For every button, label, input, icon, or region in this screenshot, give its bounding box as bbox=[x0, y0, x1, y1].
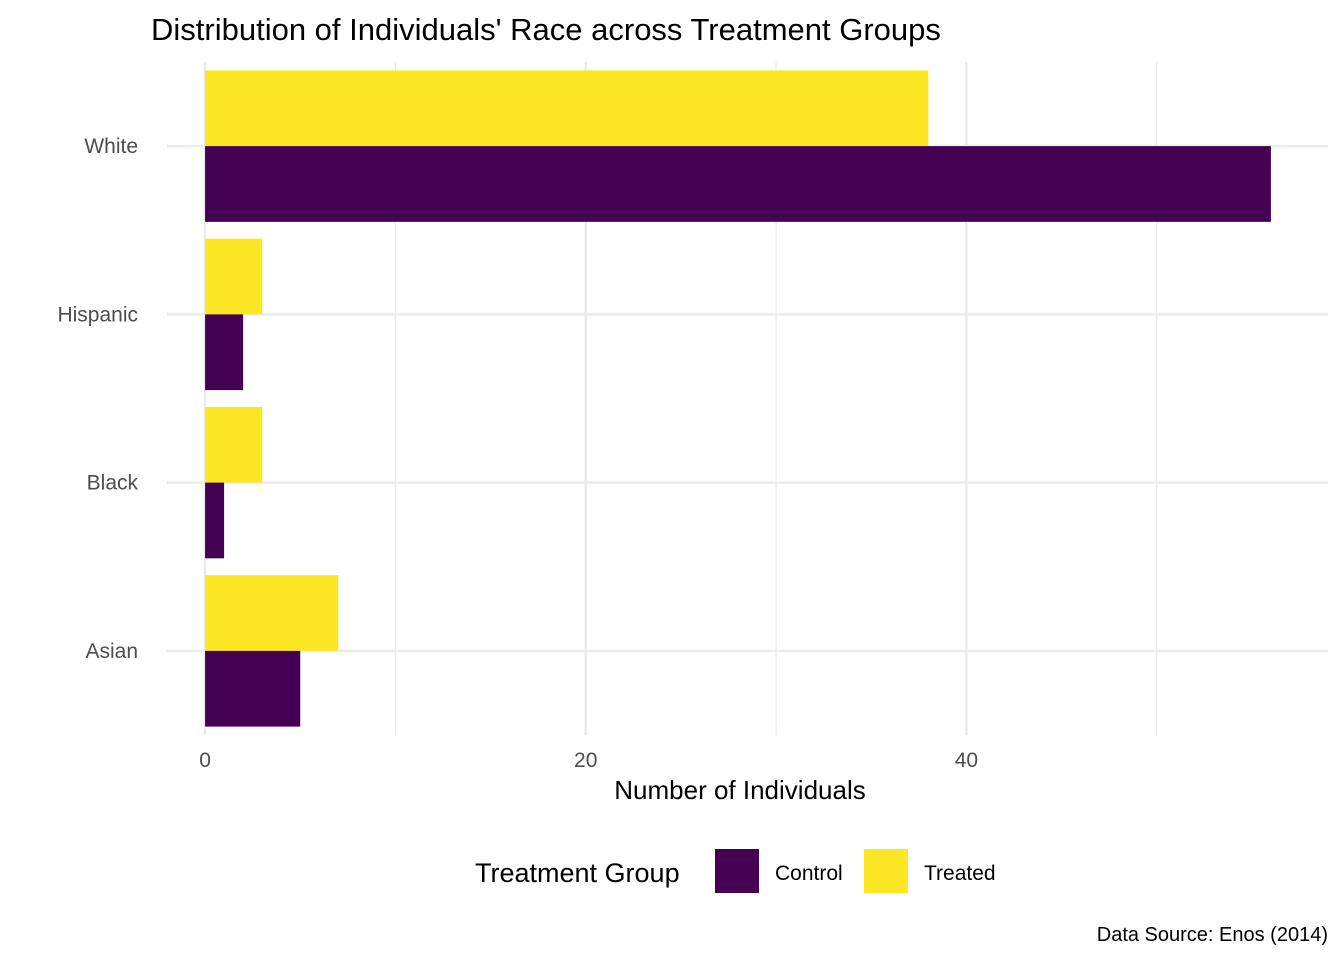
bar-treated-black bbox=[205, 406, 263, 483]
y-tick-label: Asian bbox=[85, 640, 138, 663]
bar-control-black bbox=[205, 482, 225, 559]
bar-treated-white bbox=[205, 70, 929, 147]
x-axis-tick-labels: 0 20 40 bbox=[199, 749, 978, 772]
legend: Treatment Group Control Treated bbox=[475, 849, 996, 893]
bar-control-white bbox=[205, 146, 1271, 222]
legend-label-control: Control bbox=[775, 862, 843, 885]
bar-control-hispanic bbox=[205, 314, 244, 391]
bar-treated-asian bbox=[205, 575, 339, 651]
bars bbox=[205, 70, 1271, 727]
data-source-caption: Data Source: Enos (2014) bbox=[1097, 924, 1328, 946]
y-tick-label: White bbox=[84, 135, 138, 158]
bar-treated-hispanic bbox=[205, 238, 263, 315]
x-tick-label: 0 bbox=[199, 749, 211, 772]
y-tick-label: Black bbox=[87, 472, 139, 495]
x-axis-title: Number of Individuals bbox=[614, 775, 865, 805]
legend-label-treated: Treated bbox=[924, 862, 996, 885]
x-tick-label: 40 bbox=[955, 749, 978, 772]
legend-key-treated bbox=[864, 849, 908, 893]
x-tick-label: 20 bbox=[574, 749, 597, 772]
chart-title: Distribution of Individuals' Race across… bbox=[151, 12, 941, 47]
legend-key-control bbox=[715, 849, 759, 893]
bar-control-asian bbox=[205, 650, 301, 727]
y-axis-tick-labels: White Hispanic Black Asian bbox=[57, 135, 138, 663]
y-tick-label: Hispanic bbox=[57, 303, 138, 326]
legend-title: Treatment Group bbox=[475, 858, 680, 888]
